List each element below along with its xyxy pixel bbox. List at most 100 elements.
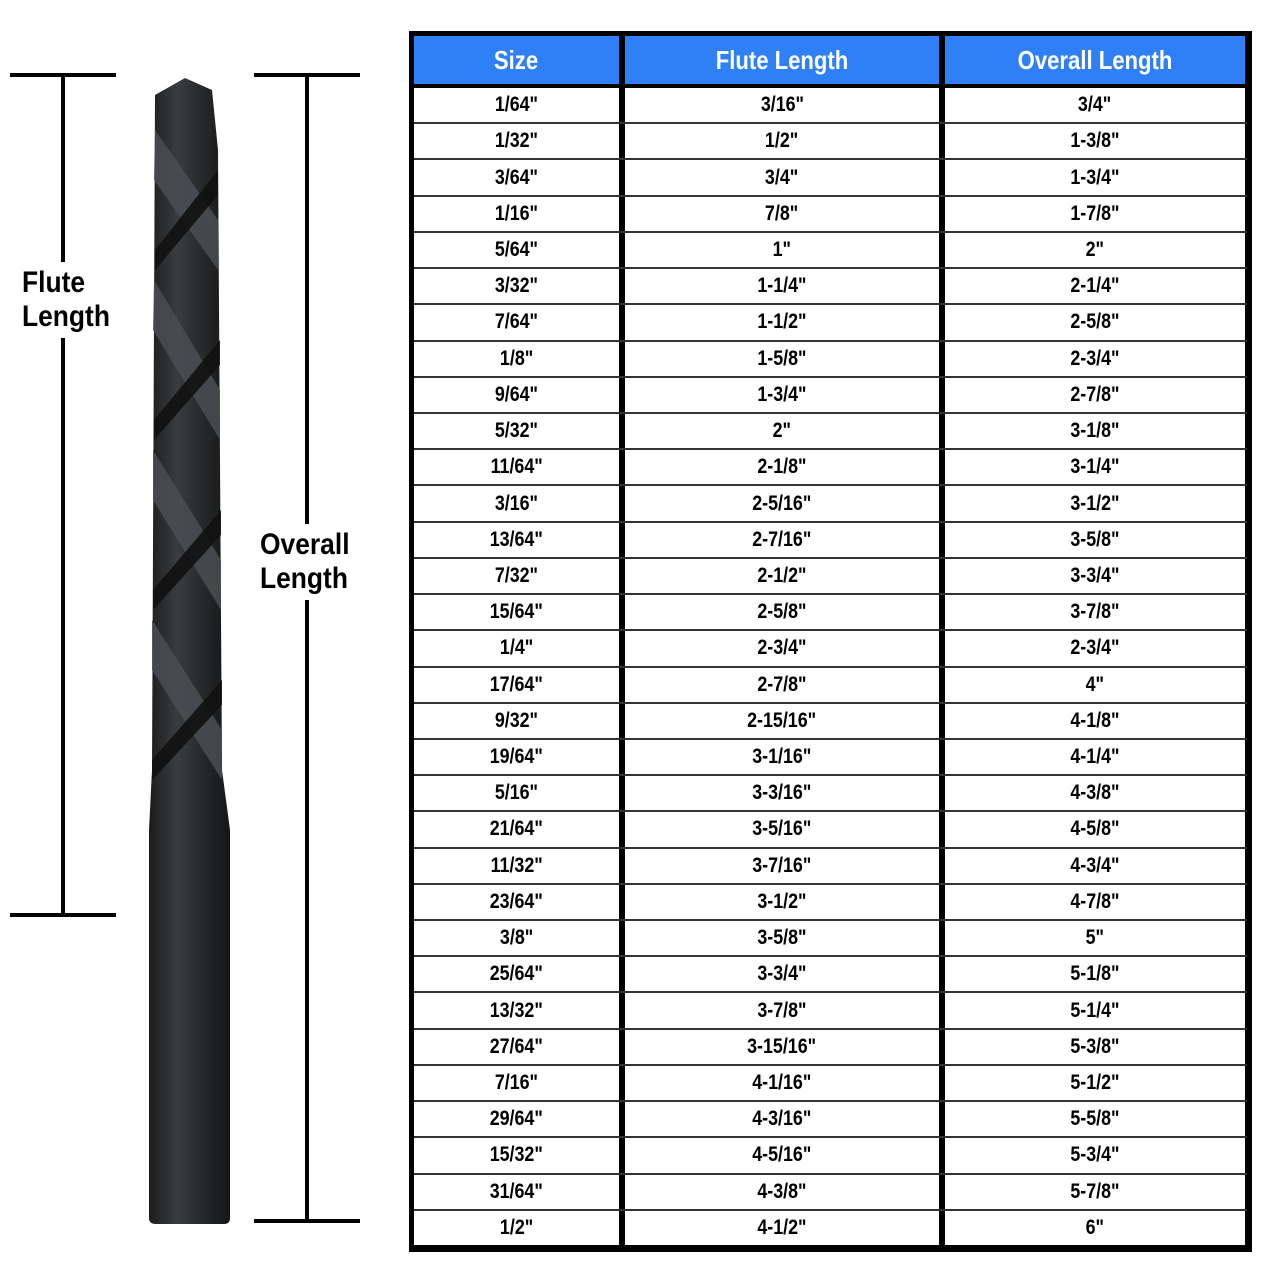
cell-overall-length-text: 4-1/4" [1070,745,1120,769]
cell-size: 11/64" [414,450,619,485]
cell-size-text: 7/16" [494,1071,539,1095]
cell-flute-length-text: 1-1/4" [757,274,807,298]
cell-overall-length: 4-3/8" [945,776,1245,811]
cell-overall-length-text: 2-7/8" [1070,382,1120,406]
cell-size-text: 1/32" [494,129,539,153]
table-row: 1/32" 1/2" 1-3/8" [414,124,1247,159]
cell-overall-length-text: 5-7/8" [1070,1179,1120,1203]
cell-size: 7/16" [414,1065,619,1101]
cell-flute-length-text: 2-5/16" [752,491,812,515]
cell-flute-length: 1" [625,232,939,268]
cell-overall-length: 4-1/4" [945,739,1245,775]
cell-flute-length-text: 3-7/16" [752,853,812,877]
cell-size: 1/16" [414,196,619,231]
table-row: 7/16" 4-1/16" 5-1/2" [414,1065,1247,1101]
table-row: 17/64" 2-7/8" 4" [414,667,1247,702]
cell-size-text: 13/32" [489,998,544,1022]
table-row: 1/64" 3/16" 3/4" [414,88,1247,123]
cell-size-text: 1/8" [499,346,534,370]
cell-size: 9/32" [414,703,619,738]
cell-flute-length-text: 7/8" [765,201,799,225]
table-row: 3/32" 1-1/4" 2-1/4" [414,269,1247,304]
header-overall-length: Overall Length [945,36,1245,84]
cell-size: 19/64" [414,739,619,775]
cell-overall-length: 4" [945,667,1245,702]
cell-size: 15/64" [414,595,619,630]
flute-length-bottom-line [10,913,116,917]
cell-size: 1/8" [414,341,619,376]
cell-size-text: 27/64" [489,1034,544,1058]
cell-size-text: 15/32" [489,1143,544,1167]
cell-size-text: 1/16" [494,201,539,225]
cell-flute-length: 3-7/16" [625,848,939,883]
cell-size-text: 11/32" [490,853,543,877]
cell-flute-length: 3-15/16" [625,1029,939,1064]
cell-overall-length: 5-5/8" [945,1102,1245,1137]
cell-flute-length: 4-1/16" [625,1065,939,1101]
table-row: 31/64" 4-3/8" 5-7/8" [414,1174,1247,1209]
cell-size: 27/64" [414,1029,619,1064]
table-row: 7/64" 1-1/2" 2-5/8" [414,305,1247,340]
cell-flute-length-text: 2-7/16" [752,527,812,551]
cell-size: 17/64" [414,667,619,702]
cell-size: 11/32" [414,848,619,883]
cell-overall-length: 3-7/8" [945,595,1245,630]
cell-flute-length: 1-5/8" [625,341,939,376]
cell-size: 29/64" [414,1102,619,1137]
cell-flute-length-text: 3-1/16" [752,745,812,769]
cell-size-text: 3/16" [494,491,539,515]
cell-overall-length: 4-7/8" [945,884,1245,920]
table-row: 15/64" 2-5/8" 3-7/8" [414,595,1247,630]
cell-overall-length-text: 5-1/2" [1070,1071,1120,1095]
cell-flute-length: 3-3/4" [625,957,939,992]
table-row: 1/16" 7/8" 1-7/8" [414,196,1247,231]
cell-overall-length-text: 6" [1085,1215,1105,1239]
cell-overall-length-text: 4-3/4" [1070,853,1120,877]
cell-flute-length-text: 4-1/2" [757,1215,807,1239]
overall-length-label: Overall Length [260,524,350,600]
cell-overall-length-text: 3/4" [1078,93,1112,117]
cell-flute-length: 2-7/16" [625,522,939,557]
overall-length-bracket [305,75,309,1221]
flute-length-label: Flute Length [22,262,110,338]
cell-overall-length-text: 3-1/4" [1070,455,1120,479]
table-row: 5/64" 1" 2" [414,232,1247,268]
cell-flute-length: 3-1/2" [625,884,939,920]
cell-flute-length-text: 3-3/4" [757,962,807,986]
cell-size-text: 9/64" [494,382,539,406]
cell-overall-length-text: 4-3/8" [1070,781,1120,805]
drill-bit-image [149,78,230,1224]
cell-size: 7/32" [414,558,619,594]
cell-overall-length-text: 1-7/8" [1070,201,1120,225]
table-row: 13/64" 2-7/16" 3-5/8" [414,522,1247,557]
table-row: 27/64" 3-15/16" 5-3/8" [414,1029,1247,1064]
cell-flute-length: 7/8" [625,196,939,231]
cell-flute-length-text: 2-5/8" [757,600,807,624]
cell-overall-length-text: 2-1/4" [1070,274,1120,298]
cell-flute-length-text: 1-3/4" [757,382,807,406]
cell-overall-length-text: 4-1/8" [1070,708,1120,732]
cell-size: 13/64" [414,522,619,557]
table-header: Size Flute Length Overall Length [414,36,1247,84]
cell-overall-length: 5-1/2" [945,1065,1245,1101]
cell-overall-length: 5" [945,921,1245,956]
cell-flute-length: 2" [625,413,939,449]
cell-size: 5/32" [414,413,619,449]
cell-overall-length-text: 2-3/4" [1070,636,1120,660]
cell-size: 15/32" [414,1138,619,1173]
cell-flute-length-text: 3/4" [765,165,799,189]
cell-flute-length: 3/4" [625,160,939,195]
cell-flute-length: 4-5/16" [625,1138,939,1173]
cell-size: 1/4" [414,631,619,666]
flute-label-line1: Flute [22,266,86,299]
cell-size-text: 13/64" [489,527,544,551]
cell-overall-length-text: 2" [1085,237,1105,261]
cell-flute-length: 2-5/16" [625,486,939,521]
cell-size-text: 11/64" [490,455,543,479]
table-row: 7/32" 2-1/2" 3-3/4" [414,558,1247,594]
cell-overall-length: 2-3/4" [945,631,1245,666]
cell-size: 31/64" [414,1174,619,1209]
cell-overall-length: 4-3/4" [945,848,1245,883]
overall-label-line2: Length [260,562,348,595]
cell-size: 3/32" [414,269,619,304]
